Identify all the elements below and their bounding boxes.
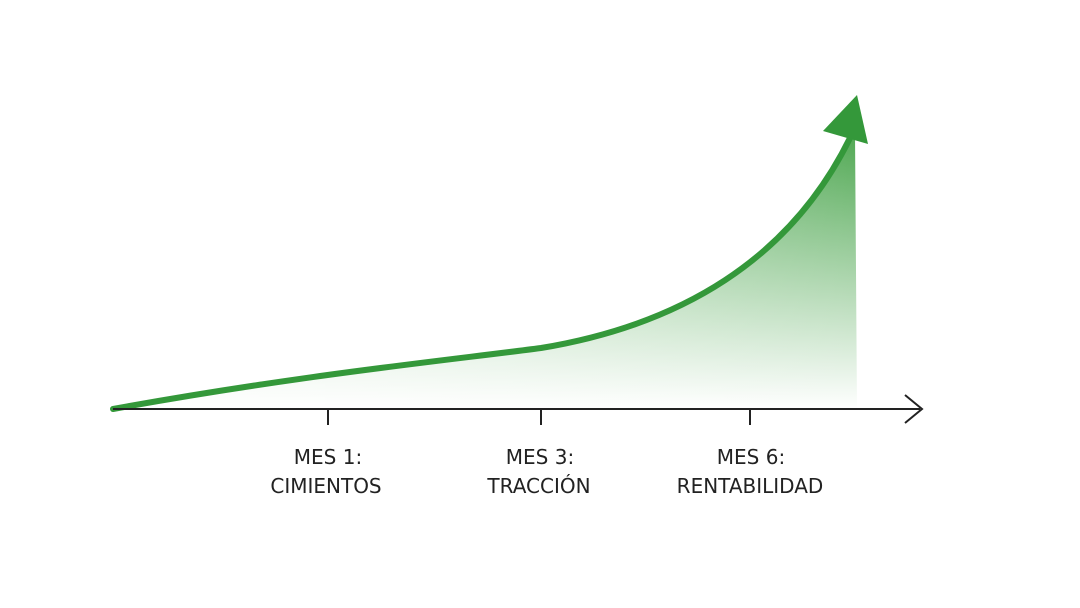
milestone-title: MES 3:: [506, 445, 574, 469]
milestone-title: MES 1:: [294, 445, 362, 469]
milestone: MES 3: TRACCIÓN: [486, 409, 591, 498]
milestone-label: TRACCIÓN: [486, 474, 590, 498]
growth-area: [113, 132, 857, 409]
axis-arrowhead: [904, 394, 924, 424]
milestone: MES 6: RENTABILIDAD: [677, 409, 824, 498]
milestone-label: RENTABILIDAD: [677, 474, 824, 498]
curve-arrowhead: [823, 95, 868, 144]
area-fade: [113, 132, 857, 409]
growth-curve: [110, 135, 853, 412]
milestone-label: CIMIENTOS: [270, 474, 381, 498]
milestone: MES 1: CIMIENTOS: [270, 409, 382, 498]
milestone-title: MES 6:: [717, 445, 785, 469]
